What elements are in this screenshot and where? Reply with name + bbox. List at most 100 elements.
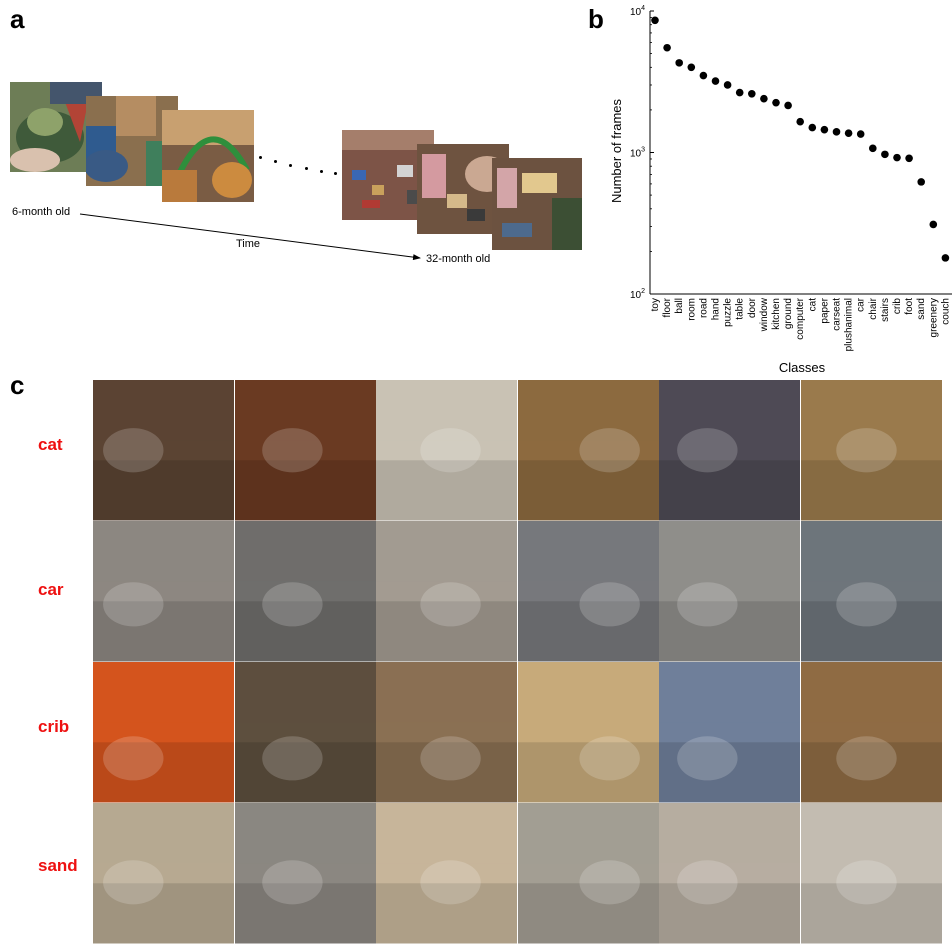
end-age-label: 32-month old — [426, 253, 491, 265]
data-point-hand — [711, 77, 720, 85]
example-frame-car — [93, 521, 234, 662]
x-tick-label: computer — [795, 297, 806, 339]
x-tick-label: kitchen — [771, 298, 782, 330]
x-tick-label: door — [747, 297, 758, 318]
x-tick-label: cat — [807, 298, 818, 312]
example-frame-sand — [376, 803, 517, 944]
chart-x-tick-labels: toy floor ball room road hand puzzle table door w… — [650, 297, 951, 351]
example-frame-cat — [376, 380, 517, 521]
x-tick-label: window — [759, 297, 770, 332]
example-frame-car — [800, 521, 942, 662]
example-frame-crib — [659, 662, 800, 803]
x-axis-label: Classes — [779, 360, 826, 372]
data-point-car — [856, 130, 865, 138]
example-frame-sand — [93, 803, 234, 944]
timeline-dot — [289, 164, 292, 167]
data-point-sand — [917, 178, 925, 186]
data-point-paper — [820, 125, 829, 134]
y-tick-label: 103 — [630, 147, 645, 160]
x-tick-label: puzzle — [723, 298, 734, 327]
chart-points — [651, 16, 950, 262]
example-frame-cat — [659, 380, 800, 521]
panel-label-a: a — [10, 4, 25, 34]
x-tick-label: room — [686, 298, 697, 321]
start-age-label: 6-month old — [12, 206, 71, 218]
x-tick-label: ground — [783, 298, 794, 329]
panel-label-b: b — [588, 4, 604, 34]
data-point-foot — [905, 154, 913, 163]
chart-axes — [649, 10, 952, 295]
x-tick-label: floor — [662, 297, 673, 317]
data-point-kitchen — [772, 98, 780, 107]
timeline-dot — [320, 170, 323, 173]
example-frame-car — [234, 521, 376, 662]
x-tick-label: plushanimal — [844, 298, 855, 351]
frames-per-class-chart: toy floor ball room road hand puzzle table door w… — [609, 5, 952, 372]
x-tick-label: greenery — [928, 298, 939, 337]
example-frame-sand — [659, 803, 800, 944]
data-point-door — [748, 89, 756, 98]
data-point-stairs — [881, 150, 889, 159]
timeline-dot — [274, 160, 277, 163]
x-tick-label: stairs — [880, 298, 891, 322]
data-point-crib — [893, 153, 901, 162]
timeline-dot — [259, 156, 262, 159]
x-tick-label: carseat — [832, 298, 843, 331]
data-point-table — [735, 88, 744, 97]
example-frame-crib — [376, 662, 517, 803]
x-tick-label: table — [735, 298, 746, 320]
chart-y-tick-labels: 102 103 104 — [630, 5, 645, 301]
x-tick-label: toy — [650, 298, 661, 311]
example-frame-car — [376, 521, 517, 662]
example-frame-sand — [234, 803, 376, 944]
data-point-ball — [675, 59, 683, 67]
time-label: Time — [236, 238, 261, 250]
x-tick-label: couch — [940, 298, 951, 325]
data-point-floor — [663, 43, 671, 52]
data-point-greenery — [929, 220, 938, 229]
data-point-chair — [869, 144, 877, 153]
data-point-ground — [784, 101, 792, 110]
data-point-cat — [808, 123, 817, 132]
data-point-computer — [796, 117, 804, 126]
data-point-couch — [941, 254, 950, 262]
example-frame-cat — [234, 380, 376, 521]
x-tick-label: foot — [904, 298, 915, 315]
example-frame-crib — [517, 662, 659, 803]
toddler-photo-3 — [492, 158, 582, 250]
data-point-plushanimal — [844, 129, 853, 137]
example-frame-car — [659, 521, 800, 662]
row-label-car: car — [38, 580, 64, 599]
y-axis-label: Number of frames — [609, 98, 624, 203]
data-point-room — [687, 63, 696, 72]
y-tick-label: 102 — [630, 288, 645, 301]
timeline-dot — [334, 172, 337, 175]
example-frame-sand — [800, 803, 942, 944]
example-frame-crib — [800, 662, 942, 803]
row-label-sand: sand — [38, 856, 78, 875]
data-point-puzzle — [723, 81, 732, 89]
time-arrow — [79, 213, 421, 261]
x-tick-label: chair — [868, 297, 879, 319]
row-label-cat: cat — [38, 435, 63, 454]
x-tick-label: sand — [916, 298, 927, 320]
example-frame-cat — [93, 380, 234, 521]
data-point-carseat — [832, 128, 841, 136]
infant-photo-3 — [162, 110, 254, 202]
y-tick-label: 104 — [630, 5, 645, 18]
example-frame-car — [517, 521, 659, 662]
x-tick-label: hand — [711, 298, 722, 320]
timeline-dot — [305, 167, 308, 170]
example-frame-cat — [517, 380, 659, 521]
data-point-road — [699, 71, 708, 80]
data-point-window — [760, 94, 768, 103]
x-tick-label: ball — [674, 298, 685, 314]
x-tick-label: road — [698, 298, 709, 318]
example-frame-sand — [517, 803, 659, 944]
data-point-toy — [651, 16, 659, 25]
example-frame-crib — [93, 662, 234, 803]
example-frame-cat — [800, 380, 942, 521]
example-frame-crib — [234, 662, 376, 803]
x-tick-label: paper — [819, 297, 830, 323]
row-label-crib: crib — [38, 717, 70, 736]
